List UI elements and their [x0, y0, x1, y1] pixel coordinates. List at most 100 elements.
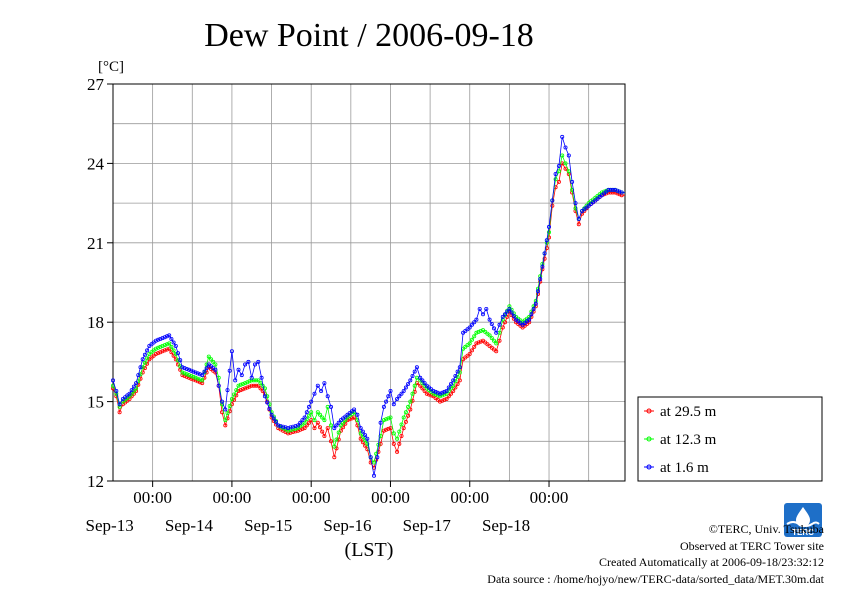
series-point [489, 336, 494, 341]
series-point [247, 379, 252, 384]
series-point [295, 428, 300, 433]
series-point [435, 390, 440, 395]
series-point [259, 375, 264, 380]
series-point [312, 418, 317, 423]
legend-marker [646, 464, 652, 470]
series-point [227, 368, 232, 373]
series-point [531, 304, 536, 309]
x-tick-label-time: 00:00 [213, 488, 252, 507]
series-point [345, 418, 350, 423]
series-point [243, 381, 248, 386]
series-point [606, 187, 611, 192]
series-point [295, 423, 300, 428]
series-point [202, 369, 207, 374]
series-point [236, 388, 241, 393]
series-point [433, 389, 438, 394]
series-point [487, 317, 492, 322]
series-point [306, 404, 311, 409]
series-point [197, 372, 202, 377]
series-point [408, 378, 413, 383]
series-point [494, 330, 499, 335]
series-point [467, 341, 472, 346]
series-point [334, 423, 339, 428]
series-point [238, 382, 243, 387]
series-point [511, 313, 516, 318]
series-point [223, 423, 228, 428]
series-point [397, 394, 402, 399]
series-point [281, 424, 286, 429]
series-point [444, 396, 449, 401]
observation-site-credit: Observed at TERC Tower site [679, 539, 824, 553]
series-point [527, 314, 532, 319]
series-point [271, 416, 276, 421]
series-point [487, 333, 492, 338]
series-point [145, 356, 150, 361]
series-point [418, 383, 423, 388]
series-point [476, 329, 481, 334]
series-point [300, 426, 305, 431]
series-point [491, 338, 496, 343]
series-point [306, 413, 311, 418]
series-point [213, 367, 218, 372]
series-point [265, 400, 270, 405]
series-point [477, 306, 482, 311]
series-point [446, 385, 451, 390]
series-point [138, 365, 143, 370]
series-point [418, 378, 423, 383]
series-point [502, 320, 507, 325]
series-point [315, 410, 320, 415]
series-1 [111, 161, 625, 470]
x-tick-label-date: Sep-18 [482, 516, 530, 535]
series-point [229, 349, 234, 354]
series-point [349, 416, 354, 421]
series-point [563, 145, 568, 150]
series-point [328, 404, 333, 409]
terc-logo: TERC [784, 503, 822, 537]
series-point [293, 429, 298, 434]
series-point [480, 312, 485, 317]
series-point [484, 306, 489, 311]
series-point [290, 427, 295, 432]
series-point [442, 397, 447, 402]
series-point [233, 378, 238, 383]
series-point [338, 423, 343, 428]
series-point [302, 420, 307, 425]
series-point [613, 187, 618, 192]
series-point [542, 256, 547, 261]
series-point [129, 388, 134, 393]
series-point [355, 412, 360, 417]
series-point [408, 399, 413, 404]
series-point [317, 412, 322, 417]
series-point [247, 384, 252, 389]
series-point [267, 406, 272, 411]
series-point [320, 415, 325, 420]
y-axis-ticks: 12 15 18 21 24 27 [87, 75, 113, 491]
series-point [381, 418, 386, 423]
series-point [444, 388, 449, 393]
series-point [388, 426, 393, 431]
grid-lines [113, 83, 625, 482]
series-point [200, 381, 205, 386]
series-point [236, 367, 241, 372]
series-point [474, 341, 479, 346]
series-point [453, 373, 458, 378]
series-point [243, 362, 248, 367]
series-point [608, 187, 613, 192]
series-point [422, 388, 427, 393]
series-point [288, 425, 293, 430]
series-point [336, 420, 341, 425]
legend: at 29.5 m at 12.3 m at 1.6 m [637, 396, 823, 482]
series-point [195, 376, 200, 381]
series-point [186, 367, 191, 372]
series-point [507, 306, 512, 311]
logo-wave-icon [786, 521, 820, 527]
series-point [240, 381, 245, 386]
y-tick-label: 21 [87, 234, 104, 253]
series-point [254, 378, 259, 383]
series-point [388, 415, 393, 420]
series-point [298, 420, 303, 425]
y-tick-label: 18 [87, 313, 104, 332]
series-point [175, 358, 180, 363]
series-point [252, 362, 257, 367]
